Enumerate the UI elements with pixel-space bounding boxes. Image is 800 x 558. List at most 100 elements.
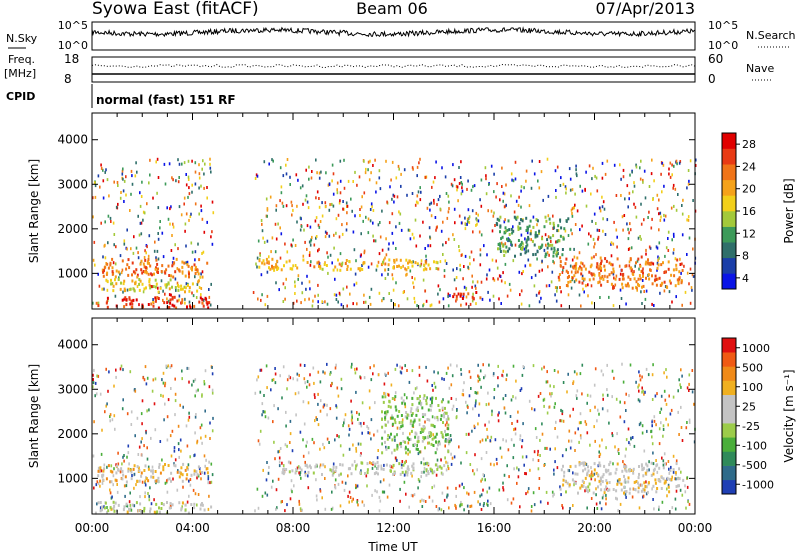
data-cell [181, 265, 184, 269]
data-cell [324, 230, 327, 234]
data-cell [284, 509, 286, 513]
data-cell [396, 458, 398, 462]
data-cell [370, 202, 373, 206]
data-cell [147, 254, 150, 258]
data-cell [93, 486, 95, 490]
data-cell [428, 226, 431, 230]
data-cell [404, 446, 407, 450]
data-cell [305, 444, 307, 448]
data-cell [509, 415, 512, 418]
data-cell [342, 287, 345, 291]
data-cell [458, 445, 460, 449]
x-tick-label: 20:00 [577, 521, 612, 535]
data-cell [654, 274, 657, 278]
data-cell [189, 483, 192, 487]
data-cell [185, 244, 187, 248]
data-cell [480, 280, 483, 284]
data-cell [433, 201, 435, 205]
nsky-tick-bottom: 10^0 [58, 39, 88, 52]
data-cell [405, 451, 407, 455]
data-cell [625, 302, 627, 306]
data-cell [442, 435, 445, 439]
data-cell [164, 481, 167, 485]
data-cell [581, 189, 584, 193]
data-cell [146, 376, 149, 380]
data-cell [489, 298, 491, 302]
data-cell [499, 244, 501, 248]
data-cell [291, 449, 294, 453]
data-cell [606, 409, 609, 413]
data-cell [633, 270, 635, 274]
data-cell [148, 278, 151, 282]
data-cell [538, 160, 541, 163]
data-cell [520, 233, 523, 237]
data-cell [589, 265, 592, 269]
data-cell [293, 484, 295, 488]
data-cell [318, 247, 320, 251]
data-cell [618, 481, 621, 485]
data-cell [615, 496, 617, 500]
data-cell [140, 474, 143, 478]
data-cell [466, 411, 468, 415]
data-cell [642, 267, 644, 271]
data-cell [512, 179, 515, 183]
data-cell [538, 290, 541, 293]
data-cell [297, 465, 300, 469]
data-cell [162, 298, 164, 302]
data-cell [339, 252, 342, 256]
data-cell [196, 282, 199, 286]
data-cell [116, 490, 119, 494]
data-cell [143, 469, 146, 472]
data-cell [481, 477, 484, 481]
data-cell [149, 507, 152, 511]
data-cell [331, 261, 333, 265]
data-cell [174, 277, 177, 281]
data-cell [197, 388, 199, 392]
data-cell [551, 392, 553, 396]
data-cell [475, 302, 477, 306]
data-cell [620, 194, 622, 197]
data-cell [365, 167, 367, 171]
data-cell [395, 258, 398, 262]
data-cell [579, 462, 582, 465]
data-cell [532, 253, 535, 257]
data-cell [172, 222, 174, 226]
data-cell [633, 184, 636, 188]
data-cell [486, 490, 488, 494]
data-cell [296, 204, 298, 208]
data-cell [387, 263, 390, 267]
data-cell [598, 461, 601, 465]
data-cell [417, 409, 419, 413]
data-cell [373, 239, 375, 243]
data-cell [406, 193, 408, 197]
data-cell [417, 201, 419, 205]
data-cell [547, 235, 550, 239]
data-cell [154, 428, 157, 432]
data-cell [133, 504, 136, 508]
data-cell [123, 305, 126, 309]
data-cell [475, 399, 477, 403]
data-cell [277, 407, 279, 411]
data-cell [154, 240, 156, 244]
data-cell [516, 215, 519, 219]
data-cell [384, 262, 387, 266]
data-cell [382, 467, 385, 471]
data-cell [536, 223, 538, 227]
data-cell [597, 235, 600, 239]
data-cell [480, 385, 482, 389]
data-cell [448, 506, 450, 510]
data-cell [322, 463, 325, 467]
data-cell [173, 449, 176, 453]
data-cell [282, 204, 285, 208]
data-cell [130, 477, 133, 481]
data-cell [157, 176, 160, 179]
data-cell [499, 224, 502, 228]
data-cell [552, 250, 555, 254]
data-cell [559, 256, 562, 260]
data-cell [456, 267, 458, 271]
data-cell [560, 176, 562, 180]
data-cell [667, 485, 670, 489]
data-cell [406, 471, 409, 474]
data-cell [203, 382, 206, 386]
data-cell [663, 452, 666, 456]
